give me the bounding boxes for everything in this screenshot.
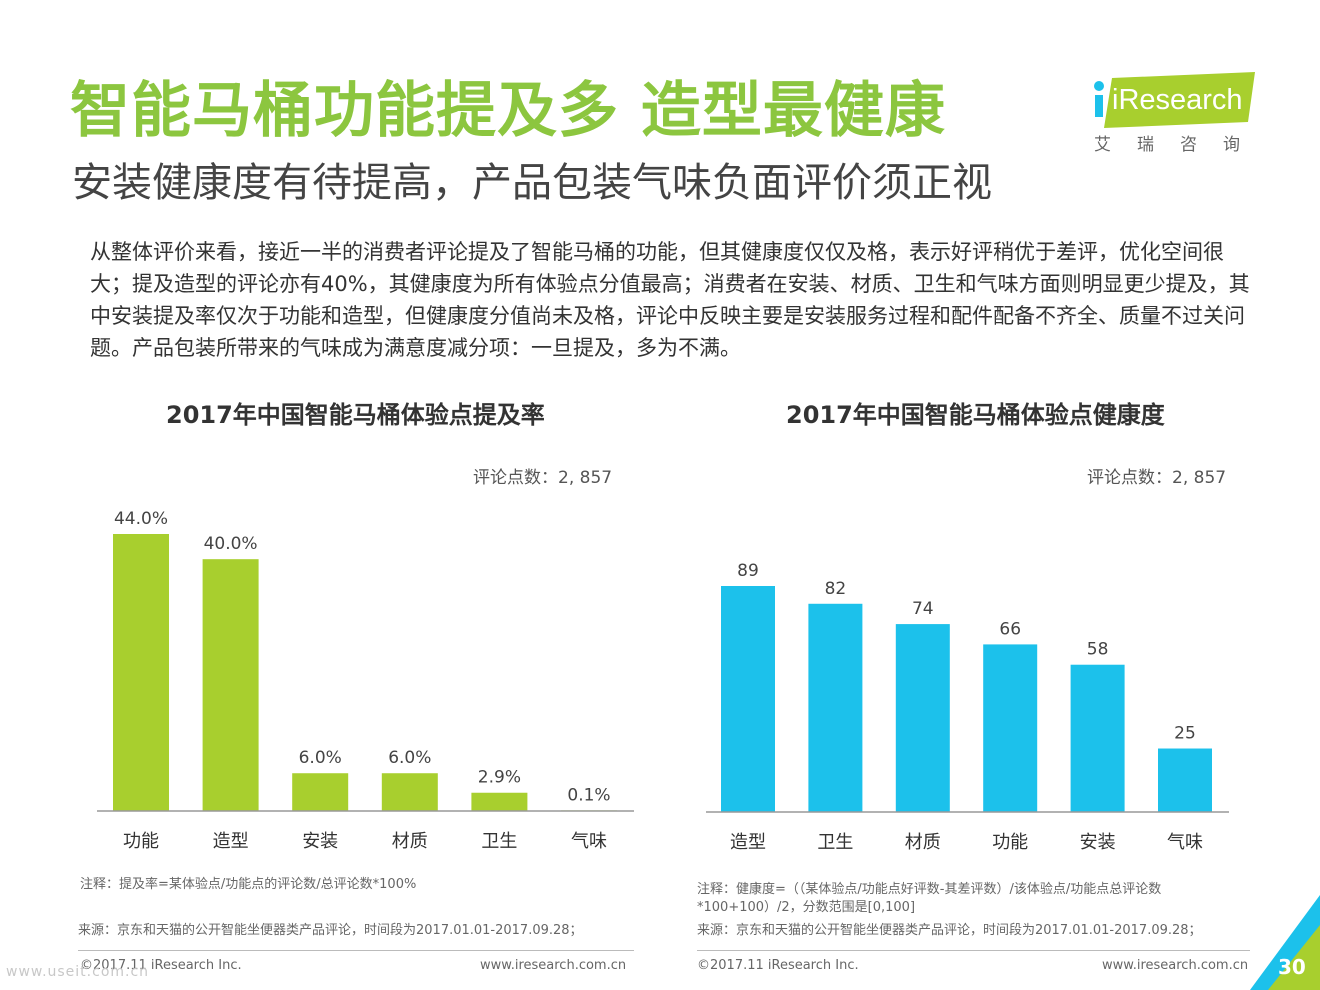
right-value-label-1: 82: [825, 579, 847, 599]
page-number: 30: [1278, 955, 1306, 979]
logo-badge-icon: iResearch: [1094, 72, 1255, 128]
left-chart-note: 注释：提及率=某体验点/功能点的评论数/总评论数*100%: [80, 877, 417, 892]
logo-brand-text: iResearch: [1112, 84, 1243, 116]
left-bar-0: [113, 534, 169, 811]
left-bar-2: [292, 773, 349, 811]
right-category-label-2: 材质: [905, 832, 941, 853]
right-bar-3: [983, 644, 1038, 812]
left-footer-divider: [78, 950, 634, 951]
right-bar-2: [895, 624, 950, 812]
left-value-label-3: 6.0%: [388, 748, 431, 768]
right-bar-4: [1070, 664, 1125, 812]
left-category-label-2: 安装: [302, 831, 338, 852]
right-value-label-5: 25: [1174, 724, 1196, 744]
page-title: 智能马桶功能提及多 造型最健康: [70, 76, 946, 146]
left-footer-url: www.iresearch.com.cn: [480, 958, 627, 973]
watermark-text: www.useit.com.cn: [6, 964, 150, 980]
right-category-label-3: 功能: [992, 832, 1028, 853]
left-chart-title: 2017年中国智能马桶体验点提及率: [166, 401, 545, 429]
right-category-label-5: 气味: [1167, 832, 1203, 853]
right-bar-5: [1158, 748, 1212, 812]
right-footer-url: www.iresearch.com.cn: [1102, 958, 1249, 973]
corner-decoration-icon: [1250, 895, 1320, 990]
right-chart-note-line2: *100+100）/2，分数范围是[0,100]: [697, 900, 916, 915]
right-value-label-3: 66: [999, 619, 1021, 639]
left-category-label-5: 气味: [571, 831, 607, 852]
page-subtitle: 安装健康度有待提高，产品包装气味负面评价须正视: [72, 160, 992, 206]
left-category-label-3: 材质: [392, 831, 428, 852]
left-bar-3: [381, 773, 438, 811]
right-category-label-4: 安装: [1080, 832, 1116, 853]
right-chart-source: 来源：京东和天猫的公开智能坐便器类产品评论，时间段为2017.01.01-201…: [697, 923, 1202, 938]
right-footer-copyright: ©2017.11 iResearch Inc.: [697, 958, 859, 973]
left-chart-count: 评论点数：2, 857: [473, 468, 613, 488]
left-value-label-2: 6.0%: [299, 748, 342, 768]
left-category-label-4: 卫生: [481, 831, 517, 852]
summary-paragraph: 从整体评价来看，接近一半的消费者评论提及了智能马桶的功能，但其健康度仅仅及格，表…: [90, 240, 1250, 360]
logo-chinese-name: 艾瑞咨询: [1094, 135, 1266, 155]
left-category-label-0: 功能: [123, 831, 159, 852]
left-value-label-5: 0.1%: [567, 785, 610, 805]
right-footer-divider: [697, 950, 1250, 951]
right-chart-count: 评论点数：2, 857: [1087, 468, 1227, 488]
right-chart-note-line1: 注释：健康度=（（某体验点/功能点好评数-其差评数）/该体验点/功能点总评论数: [697, 882, 1162, 897]
iresearch-logo: iResearch 艾瑞咨询: [1090, 72, 1260, 162]
left-bar-1: [202, 559, 259, 811]
right-value-label-2: 74: [912, 599, 934, 619]
right-category-label-1: 卫生: [817, 832, 853, 853]
left-category-label-1: 造型: [213, 831, 249, 852]
right-chart-title: 2017年中国智能马桶体验点健康度: [786, 401, 1165, 429]
left-bar-4: [471, 792, 528, 811]
left-value-label-0: 44.0%: [114, 509, 168, 529]
left-footer-copyright: ©2017.11 iResearch Inc.: [80, 958, 242, 973]
right-value-label-4: 58: [1087, 640, 1109, 660]
left-value-label-4: 2.9%: [478, 768, 521, 788]
left-value-label-1: 40.0%: [204, 534, 258, 554]
right-value-label-0: 89: [737, 561, 759, 581]
right-bar-0: [721, 586, 775, 812]
right-category-label-0: 造型: [730, 832, 766, 853]
right-bar-1: [808, 603, 863, 812]
left-chart-source: 来源：京东和天猫的公开智能坐便器类产品评论，时间段为2017.01.01-201…: [78, 923, 583, 938]
